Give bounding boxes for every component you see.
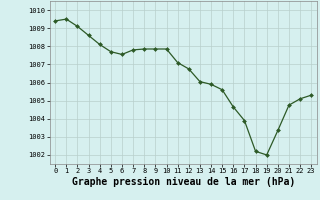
- X-axis label: Graphe pression niveau de la mer (hPa): Graphe pression niveau de la mer (hPa): [72, 177, 295, 187]
